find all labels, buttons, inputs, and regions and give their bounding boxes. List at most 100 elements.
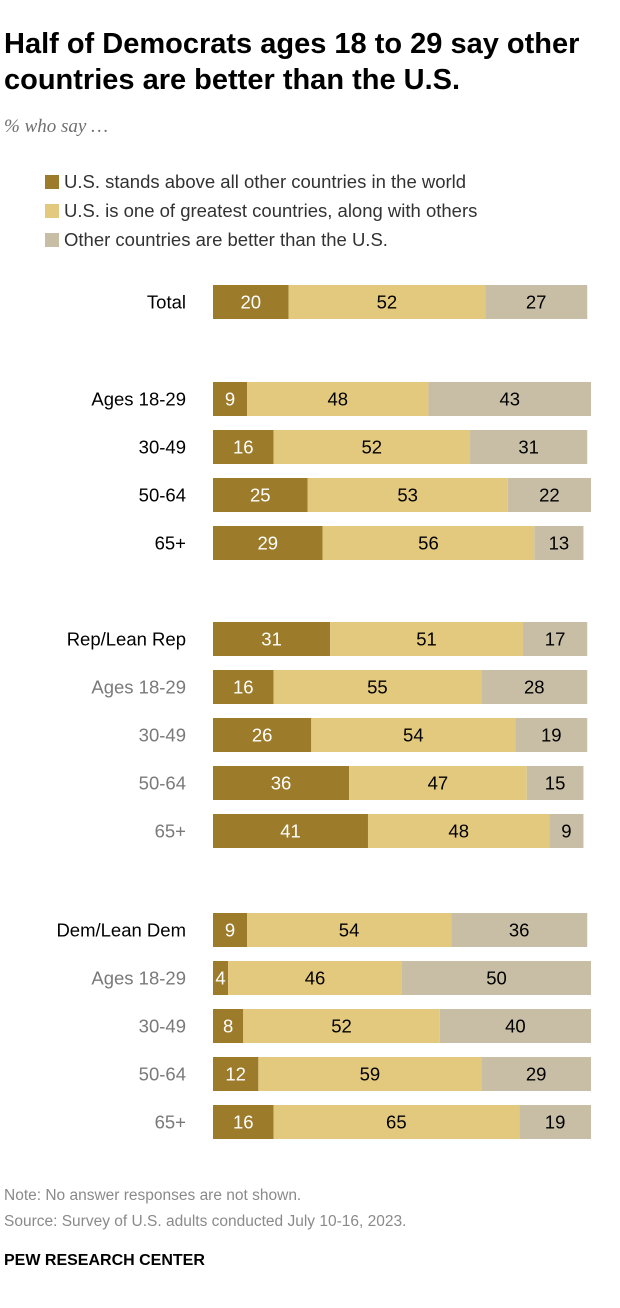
legend-swatch-greatest [45,204,59,218]
data-label-greatest: 54 [339,920,360,941]
row-label: Total [147,292,186,313]
row-label: Ages 18-29 [91,389,186,410]
legend-label-greatest: U.S. is one of greatest countries, along… [64,200,478,221]
data-label-above: 36 [271,773,292,794]
row-label: 50-64 [139,1064,186,1085]
data-label-greatest: 55 [367,677,388,698]
bar-segment-above [213,913,248,947]
data-label-above: 9 [225,920,235,941]
chart-source: Source: Survey of U.S. adults conducted … [4,1213,407,1230]
bar-segment-above [213,1105,274,1139]
data-label-better: 40 [505,1016,526,1037]
row-label: 65+ [155,533,186,554]
data-label-above: 16 [233,1112,254,1133]
bar-segment-better [507,478,591,512]
data-label-greatest: 52 [361,437,382,458]
bar-segment-better [481,670,588,704]
legend-item-better: Other countries are better than the U.S. [45,229,477,258]
data-label-greatest: 54 [403,725,424,746]
chart-note: Note: No answer responses are not shown. [4,1187,302,1204]
row-label: 65+ [155,1112,186,1133]
bar-segment-above [213,1057,259,1091]
bar-row: 65+ 41 48 9 [155,814,584,848]
bar-segment-greatest [330,622,523,656]
legend-item-above: U.S. stands above all other countries in… [45,171,477,200]
chart-subtitle: % who say … [4,116,108,137]
data-label-above: 4 [215,968,225,989]
bar-row: 30-49 16 52 31 [139,430,588,464]
bar-segment-better [549,814,584,848]
bar-segment-above [213,382,248,416]
bar-row: 65+ 16 65 19 [155,1105,591,1139]
bar-row: 30-49 8 52 40 [139,1009,591,1043]
legend-swatch-better [45,233,59,247]
data-label-better: 15 [545,773,566,794]
bar-segment-above [213,814,368,848]
row-label: Ages 18-29 [91,968,186,989]
legend-label-above: U.S. stands above all other countries in… [64,171,467,192]
bar-segment-above [213,718,312,752]
bar-row: Rep/Lean Rep 31 51 17 [67,622,588,656]
data-label-greatest: 48 [448,821,469,842]
data-label-better: 43 [499,389,520,410]
data-label-greatest: 51 [416,629,437,650]
bar-segment-greatest [247,913,452,947]
bar-segment-above [213,622,331,656]
bar-segment-better [439,1009,591,1043]
bar-segment-greatest [243,1009,440,1043]
data-label-better: 29 [526,1064,547,1085]
bar-segment-greatest [288,285,486,319]
data-label-greatest: 53 [397,485,418,506]
bar-segment-better [451,913,588,947]
bar-segment-better [485,285,588,319]
bar-segment-above [213,478,308,512]
row-label: 30-49 [139,437,186,458]
data-label-greatest: 52 [377,292,398,313]
data-label-better: 19 [545,1112,566,1133]
bar-row: 50-64 12 59 29 [139,1057,591,1091]
bar-segment-better [526,766,584,800]
legend-swatch-above [45,175,59,189]
bar-row: Ages 18-29 9 48 43 [91,382,591,416]
legend: U.S. stands above all other countries in… [45,171,477,258]
data-label-above: 16 [233,437,254,458]
bar-segment-better [534,526,584,560]
bar-segment-above [213,961,229,995]
data-label-greatest: 46 [305,968,326,989]
row-label: 50-64 [139,773,186,794]
bar-row: 65+ 29 56 13 [155,526,584,560]
row-label: 65+ [155,821,186,842]
data-label-greatest: 59 [360,1064,381,1085]
bar-segment-better [428,382,591,416]
data-label-greatest: 52 [331,1016,352,1037]
bar-segment-greatest [273,430,471,464]
data-label-above: 29 [258,533,279,554]
bar-row: 30-49 26 54 19 [139,718,588,752]
bar-row: Dem/Lean Dem 9 54 36 [56,913,588,947]
data-label-better: 17 [545,629,566,650]
data-label-better: 27 [526,292,547,313]
bar-segment-greatest [311,718,516,752]
data-label-better: 19 [541,725,562,746]
bar-segment-greatest [258,1057,482,1091]
bar-segment-greatest [273,1105,520,1139]
bar-segment-above [213,430,274,464]
bar-row: Total 20 52 27 [147,285,588,319]
row-label: Dem/Lean Dem [56,920,186,941]
data-label-better: 13 [549,533,570,554]
legend-label-better: Other countries are better than the U.S. [64,229,388,250]
data-label-greatest: 48 [327,389,348,410]
data-label-above: 26 [252,725,273,746]
bar-segment-above [213,285,289,319]
bar-segment-above [213,1009,244,1043]
data-label-better: 22 [539,485,560,506]
row-label: Ages 18-29 [91,677,186,698]
row-label: 30-49 [139,725,186,746]
bar-row: Ages 18-29 4 46 50 [91,961,591,995]
data-label-above: 8 [223,1016,233,1037]
bar-segment-better [522,622,588,656]
data-label-above: 9 [225,389,235,410]
legend-item-greatest: U.S. is one of greatest countries, along… [45,200,477,229]
bar-row: Ages 18-29 16 55 28 [91,670,588,704]
bar-row: 50-64 36 47 15 [139,766,584,800]
